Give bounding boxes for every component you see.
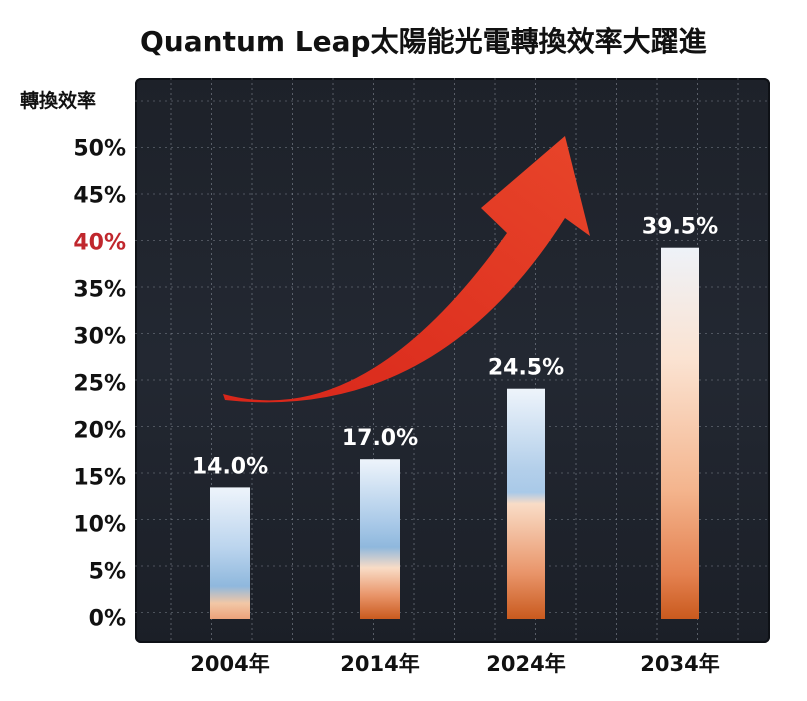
y-tick-label: 45%	[73, 183, 126, 209]
bar-value-label: 17.0%	[342, 426, 418, 451]
y-tick-label: 30%	[73, 324, 126, 350]
bars	[210, 247, 699, 619]
bar-2004	[210, 487, 250, 619]
y-tick-label: 35%	[73, 277, 126, 303]
value-labels: 14.0% 17.0% 24.5% 39.5%	[192, 215, 718, 480]
bar-value-label: 39.5%	[642, 215, 718, 240]
x-tick-label: 2014年	[340, 652, 420, 676]
x-tick-label: 2004年	[190, 652, 270, 676]
bar-value-label: 14.0%	[192, 454, 268, 479]
y-tick-label: 20%	[73, 418, 126, 444]
y-tick-label: 25%	[73, 371, 126, 397]
x-tick-label: 2034年	[640, 652, 720, 676]
y-tick-label: 10%	[73, 512, 126, 538]
y-tick-label: 0%	[88, 606, 126, 632]
y-tick-label: 50%	[73, 136, 126, 162]
bar-value-label: 24.5%	[488, 356, 564, 381]
growth-arrow	[223, 136, 590, 403]
x-tick-label: 2024年	[486, 652, 566, 676]
solar-panel-plot-area: 14.0% 17.0% 24.5% 39.5%	[135, 78, 770, 643]
y-tick-label: 5%	[88, 559, 126, 585]
bar-2024	[507, 388, 545, 619]
y-axis-label: 轉換效率	[20, 90, 97, 112]
chart-plot: 14.0% 17.0% 24.5% 39.5%	[135, 78, 770, 643]
y-tick-label: 40%	[73, 230, 126, 256]
y-tick-label: 15%	[73, 465, 126, 491]
chart-title: Quantum Leap太陽能光電轉換效率大躍進	[140, 25, 707, 58]
bar-2034	[661, 247, 699, 619]
bar-2014	[360, 459, 400, 619]
